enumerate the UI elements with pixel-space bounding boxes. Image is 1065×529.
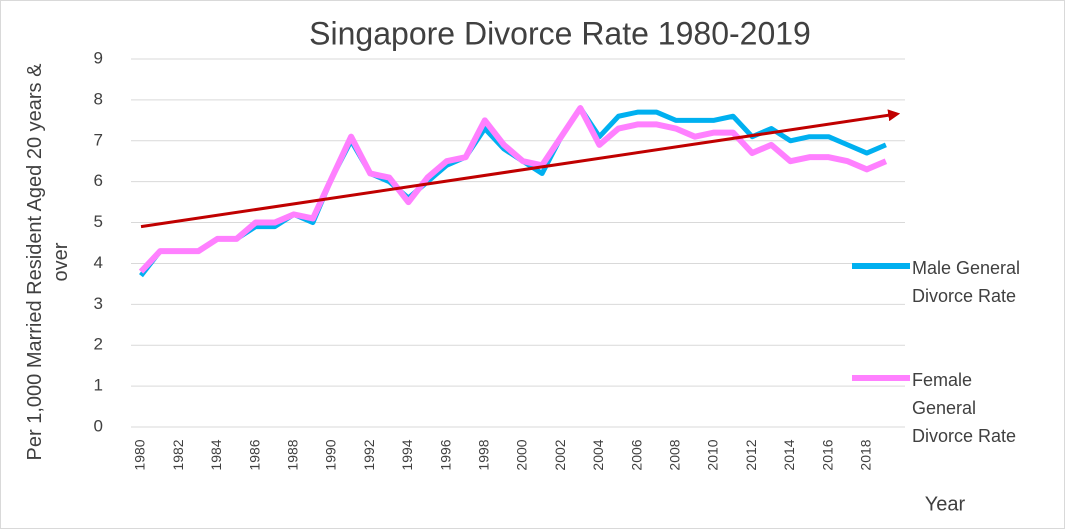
x-tick-label: 2008 xyxy=(667,439,683,470)
x-tick-label: 2004 xyxy=(590,439,606,470)
y-tick-label: 9 xyxy=(94,48,103,67)
x-tick-label: 1994 xyxy=(399,439,415,470)
y-tick-label: 2 xyxy=(94,335,103,354)
x-tick-label: 2000 xyxy=(514,439,530,470)
x-tick-label: 1988 xyxy=(285,439,301,470)
x-tick-label: 1998 xyxy=(476,439,492,470)
y-tick-label: 4 xyxy=(94,253,103,272)
x-tick-label: 2002 xyxy=(552,439,568,470)
x-tick-label: 2016 xyxy=(819,439,835,470)
y-tick-label: 5 xyxy=(94,212,103,231)
x-axis-label: Year xyxy=(925,493,966,515)
y-tick-label: 3 xyxy=(94,294,103,313)
legend-swatch xyxy=(852,375,910,381)
x-tick-label: 2010 xyxy=(705,439,721,470)
series-line xyxy=(138,105,888,274)
y-tick-label: 0 xyxy=(94,416,103,435)
trend-line xyxy=(140,109,901,229)
legend-label: Female General Divorce Rate xyxy=(912,370,1017,446)
y-tick-label: 7 xyxy=(94,130,103,149)
x-tick-label: 2006 xyxy=(628,439,644,470)
x-tick-label: 2012 xyxy=(743,439,759,470)
x-tick-label: 2018 xyxy=(858,439,874,470)
x-tick-label: 1990 xyxy=(323,439,339,470)
x-tick-label: 1986 xyxy=(246,439,262,470)
x-tick-label: 2014 xyxy=(781,439,797,470)
legend-swatch xyxy=(852,263,910,269)
y-tick-label: 1 xyxy=(94,376,103,395)
x-tick-label: 1982 xyxy=(170,439,186,470)
y-axis-label: Per 1,000 Married Resident Aged 20 years… xyxy=(24,63,72,461)
chart-title: Singapore Divorce Rate 1980-2019 xyxy=(309,15,811,51)
y-tick-label: 6 xyxy=(94,171,103,190)
x-tick-label: 1984 xyxy=(208,439,224,470)
x-tick-label: 1996 xyxy=(437,439,453,470)
y-tick-label: 8 xyxy=(94,89,103,108)
legend-label: Male General Divorce Rate xyxy=(912,258,1021,306)
x-tick-label: 1992 xyxy=(361,439,377,470)
x-tick-label: 1980 xyxy=(132,439,148,470)
